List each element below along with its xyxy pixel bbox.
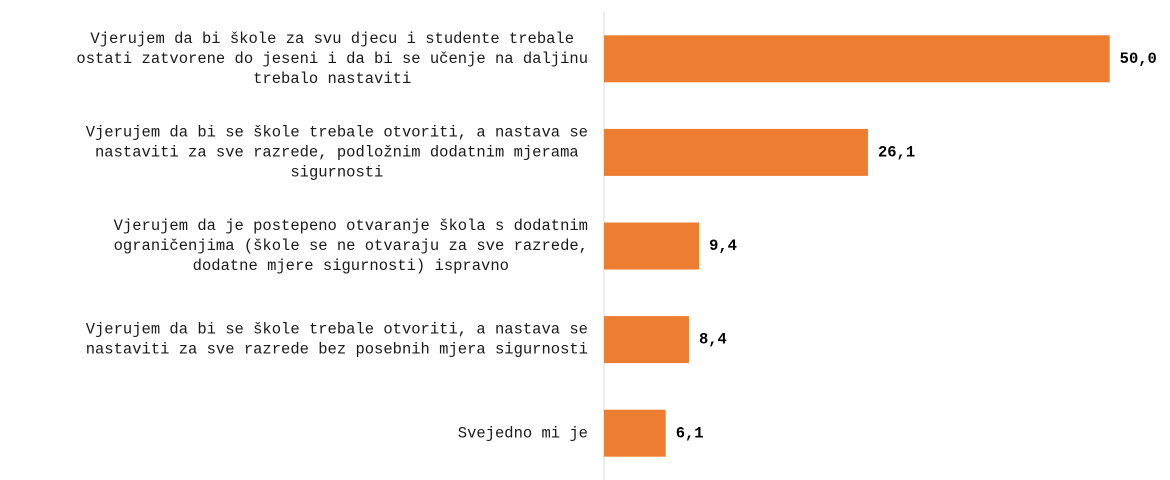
category-label-line: sigurnosti [290,163,383,181]
bars-group [604,35,1110,457]
bar-value-label: 26,1 [878,143,915,161]
category-label: Svejedno mi je [458,424,588,442]
category-label-line: dodatne mjere sigurnosti) ispravno [193,257,509,275]
bar-value-label: 50,0 [1120,50,1157,68]
category-label-line: Svejedno mi je [458,424,588,442]
category-labels-group: Vjerujem da bi škole za svu djecu i stud… [76,30,588,442]
bar-value-label: 9,4 [709,237,737,255]
category-label-line: nastaviti za sve razrede bez posebnih mj… [86,341,588,359]
category-label-line: trebalo nastaviti [253,70,411,88]
category-label-line: Vjerujem da bi škole za svu djecu i stud… [90,30,574,48]
bar-value-label: 6,1 [676,424,704,442]
bar [604,222,700,270]
category-label-line: nastaviti za sve razrede, podložnim doda… [95,143,579,161]
category-label-line: Vjerujem da je postepeno otvaranje škola… [114,217,588,235]
category-label: Vjerujem da bi škole za svu djecu i stud… [76,30,588,88]
category-label-line: ostati zatvorene do jeseni i da bi se uč… [76,50,588,68]
category-label: Vjerujem da je postepeno otvaranje škola… [114,217,588,275]
category-label: Vjerujem da bi se škole trebale otvoriti… [86,123,588,181]
value-labels-group: 50,0 26,1 9,4 8,4 6,1 [676,50,1157,442]
category-label-line: Vjerujem da bi se škole trebale otvoriti… [86,123,588,141]
bar [604,35,1110,83]
bar [604,409,666,457]
bar-value-label: 8,4 [699,331,727,349]
category-label: Vjerujem da bi se škole trebale otvoriti… [86,321,588,359]
bar [604,128,868,176]
category-label-line: Vjerujem da bi se škole trebale otvoriti… [86,321,588,339]
bar [604,316,689,364]
category-label-line: ograničenjima (škole se ne otvaraju za s… [114,237,588,255]
